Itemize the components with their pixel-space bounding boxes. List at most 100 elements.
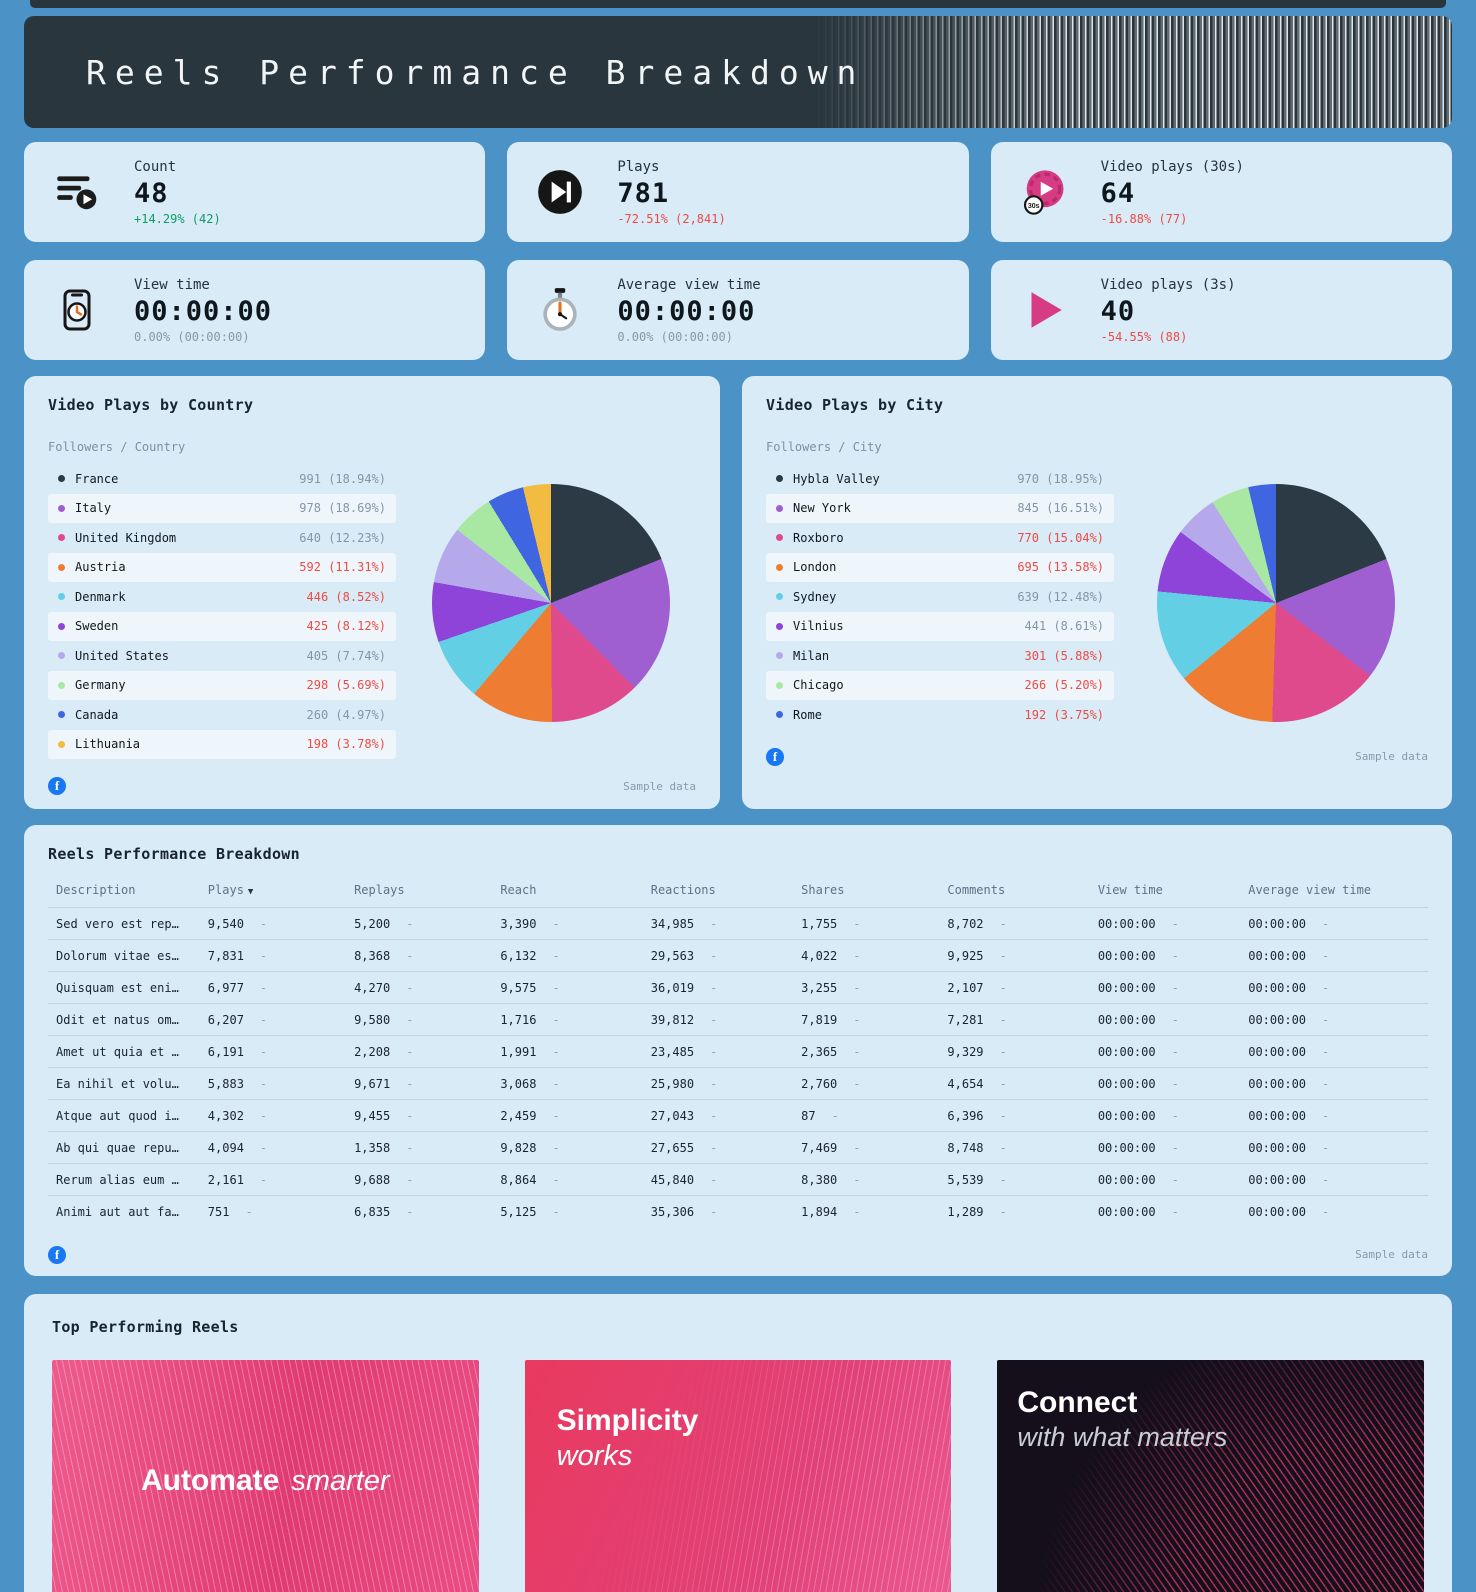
legend-value: 266 (5.20%)	[1024, 678, 1105, 693]
table-row[interactable]: Odit et natus om… 6,207-9,580-1,716-39,81…	[48, 1003, 1428, 1036]
column-header-comments[interactable]: Comments	[947, 883, 1006, 897]
cell-value: 00:00:00-	[1089, 1035, 1241, 1068]
table-row[interactable]: Sed vero est rep… 9,540-5,200-3,390-34,98…	[48, 907, 1428, 940]
legend-item-hybla-valley[interactable]: Hybla Valley 970 (18.95%)	[766, 464, 1114, 494]
legend-item-italy[interactable]: Italy 978 (18.69%)	[48, 493, 396, 523]
reel-thumbnails-row: Automate smarter Simplicity works Connec…	[40, 1359, 1436, 1592]
legend-item-rome[interactable]: Rome 192 (3.75%)	[766, 700, 1114, 730]
country-pie-chart[interactable]	[432, 484, 671, 722]
table-row[interactable]: Rerum alias eum … 2,161-9,688-8,864-45,84…	[48, 1163, 1428, 1196]
cell-value: 4,654-	[939, 1067, 1090, 1100]
reel-thumbnail-simplicity-works[interactable]: Simplicity works	[524, 1359, 952, 1592]
reel-caption-italic: works	[556, 1439, 633, 1472]
legend-item-germany[interactable]: Germany 298 (5.69%)	[48, 670, 396, 700]
column-header-shares[interactable]: Shares	[801, 883, 845, 897]
reel-caption-bold: Simplicity	[556, 1403, 699, 1437]
play-30s-icon: 30s	[1017, 166, 1071, 218]
play-next-icon	[533, 167, 587, 217]
legend-item-chicago[interactable]: Chicago 266 (5.20%)	[766, 670, 1115, 700]
table-row[interactable]: Amet ut quia et … 6,191-2,208-1,991-23,48…	[48, 1035, 1428, 1068]
facebook-icon[interactable]: f	[48, 777, 66, 795]
table-row[interactable]: Ea nihil et volu… 5,883-9,671-3,068-25,98…	[48, 1067, 1428, 1100]
legend-value: 446 (8.52%)	[306, 589, 386, 604]
facebook-icon[interactable]: f	[48, 1245, 66, 1264]
column-header-description[interactable]: Description	[56, 883, 136, 897]
cell-description: Odit et natus om…	[48, 1003, 200, 1036]
reel-thumbnail-connect[interactable]: Connect with what matters	[997, 1359, 1424, 1592]
cell-value: 2,161-	[199, 1163, 347, 1196]
cell-description: Quisquam est eni…	[48, 971, 200, 1004]
legend-label: New York	[793, 501, 851, 516]
cell-value: 9,671-	[346, 1067, 493, 1100]
legend-item-united-kingdom[interactable]: United Kingdom 640 (12.23%)	[48, 523, 396, 553]
legend-item-roxboro[interactable]: Roxboro 770 (15.04%)	[766, 523, 1114, 553]
reels-table-panel: Reels Performance Breakdown Description P…	[24, 825, 1452, 1276]
column-header-plays[interactable]: Plays ▼	[207, 883, 254, 897]
legend-item-vilnius[interactable]: Vilnius 441 (8.61%)	[766, 611, 1115, 641]
sample-data-label: Sample data	[1355, 750, 1428, 763]
table-row[interactable]: Quisquam est eni… 6,977-4,270-9,575-36,01…	[48, 971, 1428, 1004]
kpi-delta: +14.29% (42)	[134, 211, 221, 226]
kpi-delta: 0.00% (00:00:00)	[617, 329, 733, 344]
column-header-reach[interactable]: Reach	[500, 883, 537, 897]
table-row[interactable]: Atque aut quod i… 4,302-9,455-2,459-27,04…	[48, 1099, 1428, 1132]
cell-description: Ea nihil et volu…	[48, 1067, 200, 1100]
legend-value: 260 (4.97%)	[306, 707, 386, 722]
cell-value: 4,022-	[793, 939, 940, 972]
legend-value: 991 (18.94%)	[299, 471, 386, 486]
cell-value: 00:00:00-	[1240, 1035, 1428, 1068]
kpi-card-plays: Plays 781 -72.51% (2,841)	[507, 142, 969, 242]
kpi-delta: -16.88% (77)	[1100, 211, 1188, 226]
cell-value: 5,883-	[199, 1067, 347, 1100]
legend-item-united-states[interactable]: United States 405 (7.74%)	[48, 641, 396, 671]
legend-item-canada[interactable]: Canada 260 (4.97%)	[48, 700, 396, 730]
legend-bullet	[776, 504, 784, 512]
legend-item-milan[interactable]: Milan 301 (5.88%)	[766, 641, 1114, 671]
cell-description: Atque aut quod i…	[48, 1099, 200, 1132]
legend-label: London	[793, 560, 837, 575]
cell-value: 6,132-	[492, 939, 643, 972]
city-chart-panel: Video Plays by City Followers / City Hyb…	[742, 376, 1452, 809]
legend-item-sweden[interactable]: Sweden 425 (8.12%)	[48, 611, 396, 641]
legend-bullet	[776, 711, 784, 719]
legend-item-france[interactable]: France 991 (18.94%)	[48, 464, 396, 494]
reel-caption-italic: smarter	[291, 1464, 390, 1497]
legend-item-denmark[interactable]: Denmark 446 (8.52%)	[48, 582, 396, 612]
cell-value: 00:00:00-	[1240, 1099, 1428, 1132]
column-header-reactions[interactable]: Reactions	[650, 883, 716, 897]
cell-value: 8,368-	[346, 939, 493, 972]
city-pie-chart[interactable]	[1157, 484, 1396, 722]
legend-label: Germany	[75, 678, 126, 693]
legend-bullet	[776, 593, 784, 601]
stopwatch-icon	[533, 285, 587, 335]
legend-item-london[interactable]: London 695 (13.58%)	[766, 552, 1115, 582]
kpi-card-view-time: View time 00:00:00 0.00% (00:00:00)	[24, 260, 486, 360]
cell-value: 3,255-	[793, 971, 940, 1004]
table-row[interactable]: Dolorum vitae es… 7,831-8,368-6,132-29,56…	[48, 939, 1428, 972]
legend-item-new-york[interactable]: New York 845 (16.51%)	[766, 493, 1115, 523]
legend-item-sydney[interactable]: Sydney 639 (12.48%)	[766, 582, 1114, 612]
city-legend-list: Hybla Valley 970 (18.95%) New York 845 (16.…	[766, 464, 1115, 730]
legend-bullet	[776, 681, 784, 689]
city-chart-title: Video Plays by City	[766, 396, 944, 414]
cell-value: 7,831-	[199, 939, 347, 972]
column-header-view-time[interactable]: View time	[1097, 883, 1163, 897]
reel-caption: Connect with what matters	[997, 1360, 1424, 1453]
cell-value: 36,019-	[642, 971, 794, 1004]
table-row[interactable]: Ab qui quae repu… 4,094-1,358-9,828-27,65…	[48, 1131, 1428, 1164]
cell-value: 5,125-	[492, 1195, 643, 1228]
kpi-delta: -72.51% (2,841)	[617, 211, 726, 226]
legend-item-austria[interactable]: Austria 592 (11.31%)	[48, 552, 396, 582]
legend-value: 770 (15.04%)	[1017, 530, 1105, 545]
table-row[interactable]: Animi aut aut fa… 751-6,835-5,125-35,306-…	[48, 1195, 1428, 1228]
reel-thumbnail-automate-smarter[interactable]: Automate smarter	[52, 1359, 479, 1592]
facebook-icon[interactable]: f	[766, 747, 785, 766]
column-header-average-view-time[interactable]: Average view time	[1248, 883, 1372, 897]
cell-value: 6,835-	[346, 1195, 493, 1228]
cell-value: 9,828-	[492, 1131, 643, 1164]
legend-item-lithuania[interactable]: Lithuania 198 (3.78%)	[48, 729, 396, 759]
legend-value: 640 (12.23%)	[299, 530, 386, 545]
legend-bullet	[58, 563, 65, 571]
cell-value: 7,819-	[793, 1003, 940, 1036]
column-header-replays[interactable]: Replays	[354, 883, 405, 897]
